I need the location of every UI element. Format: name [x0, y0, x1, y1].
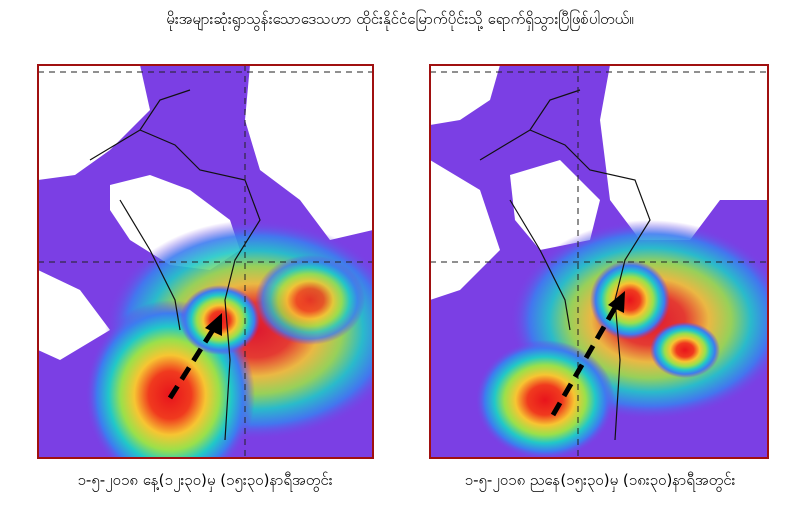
- map-left: [38, 65, 373, 458]
- map-frame: [429, 64, 769, 459]
- caption: ၁-၅-၂၀၁၈ နေ့(၁၂း၃၀)မှ (၁၅း၃၀)နာရီအတွင်း: [77, 471, 332, 492]
- caption: ၁-၅-၂၀၁၈ ညနေ(၁၅း၃၀)မှ (၁၈း၃၀)နာရီအတွင်း: [465, 471, 736, 492]
- title: မိုးအများဆုံးရွာသွန်းသောဒေသဟာ ထိုင်းနိုင…: [166, 9, 633, 31]
- map-frame: [37, 64, 374, 459]
- map-right: [430, 65, 768, 458]
